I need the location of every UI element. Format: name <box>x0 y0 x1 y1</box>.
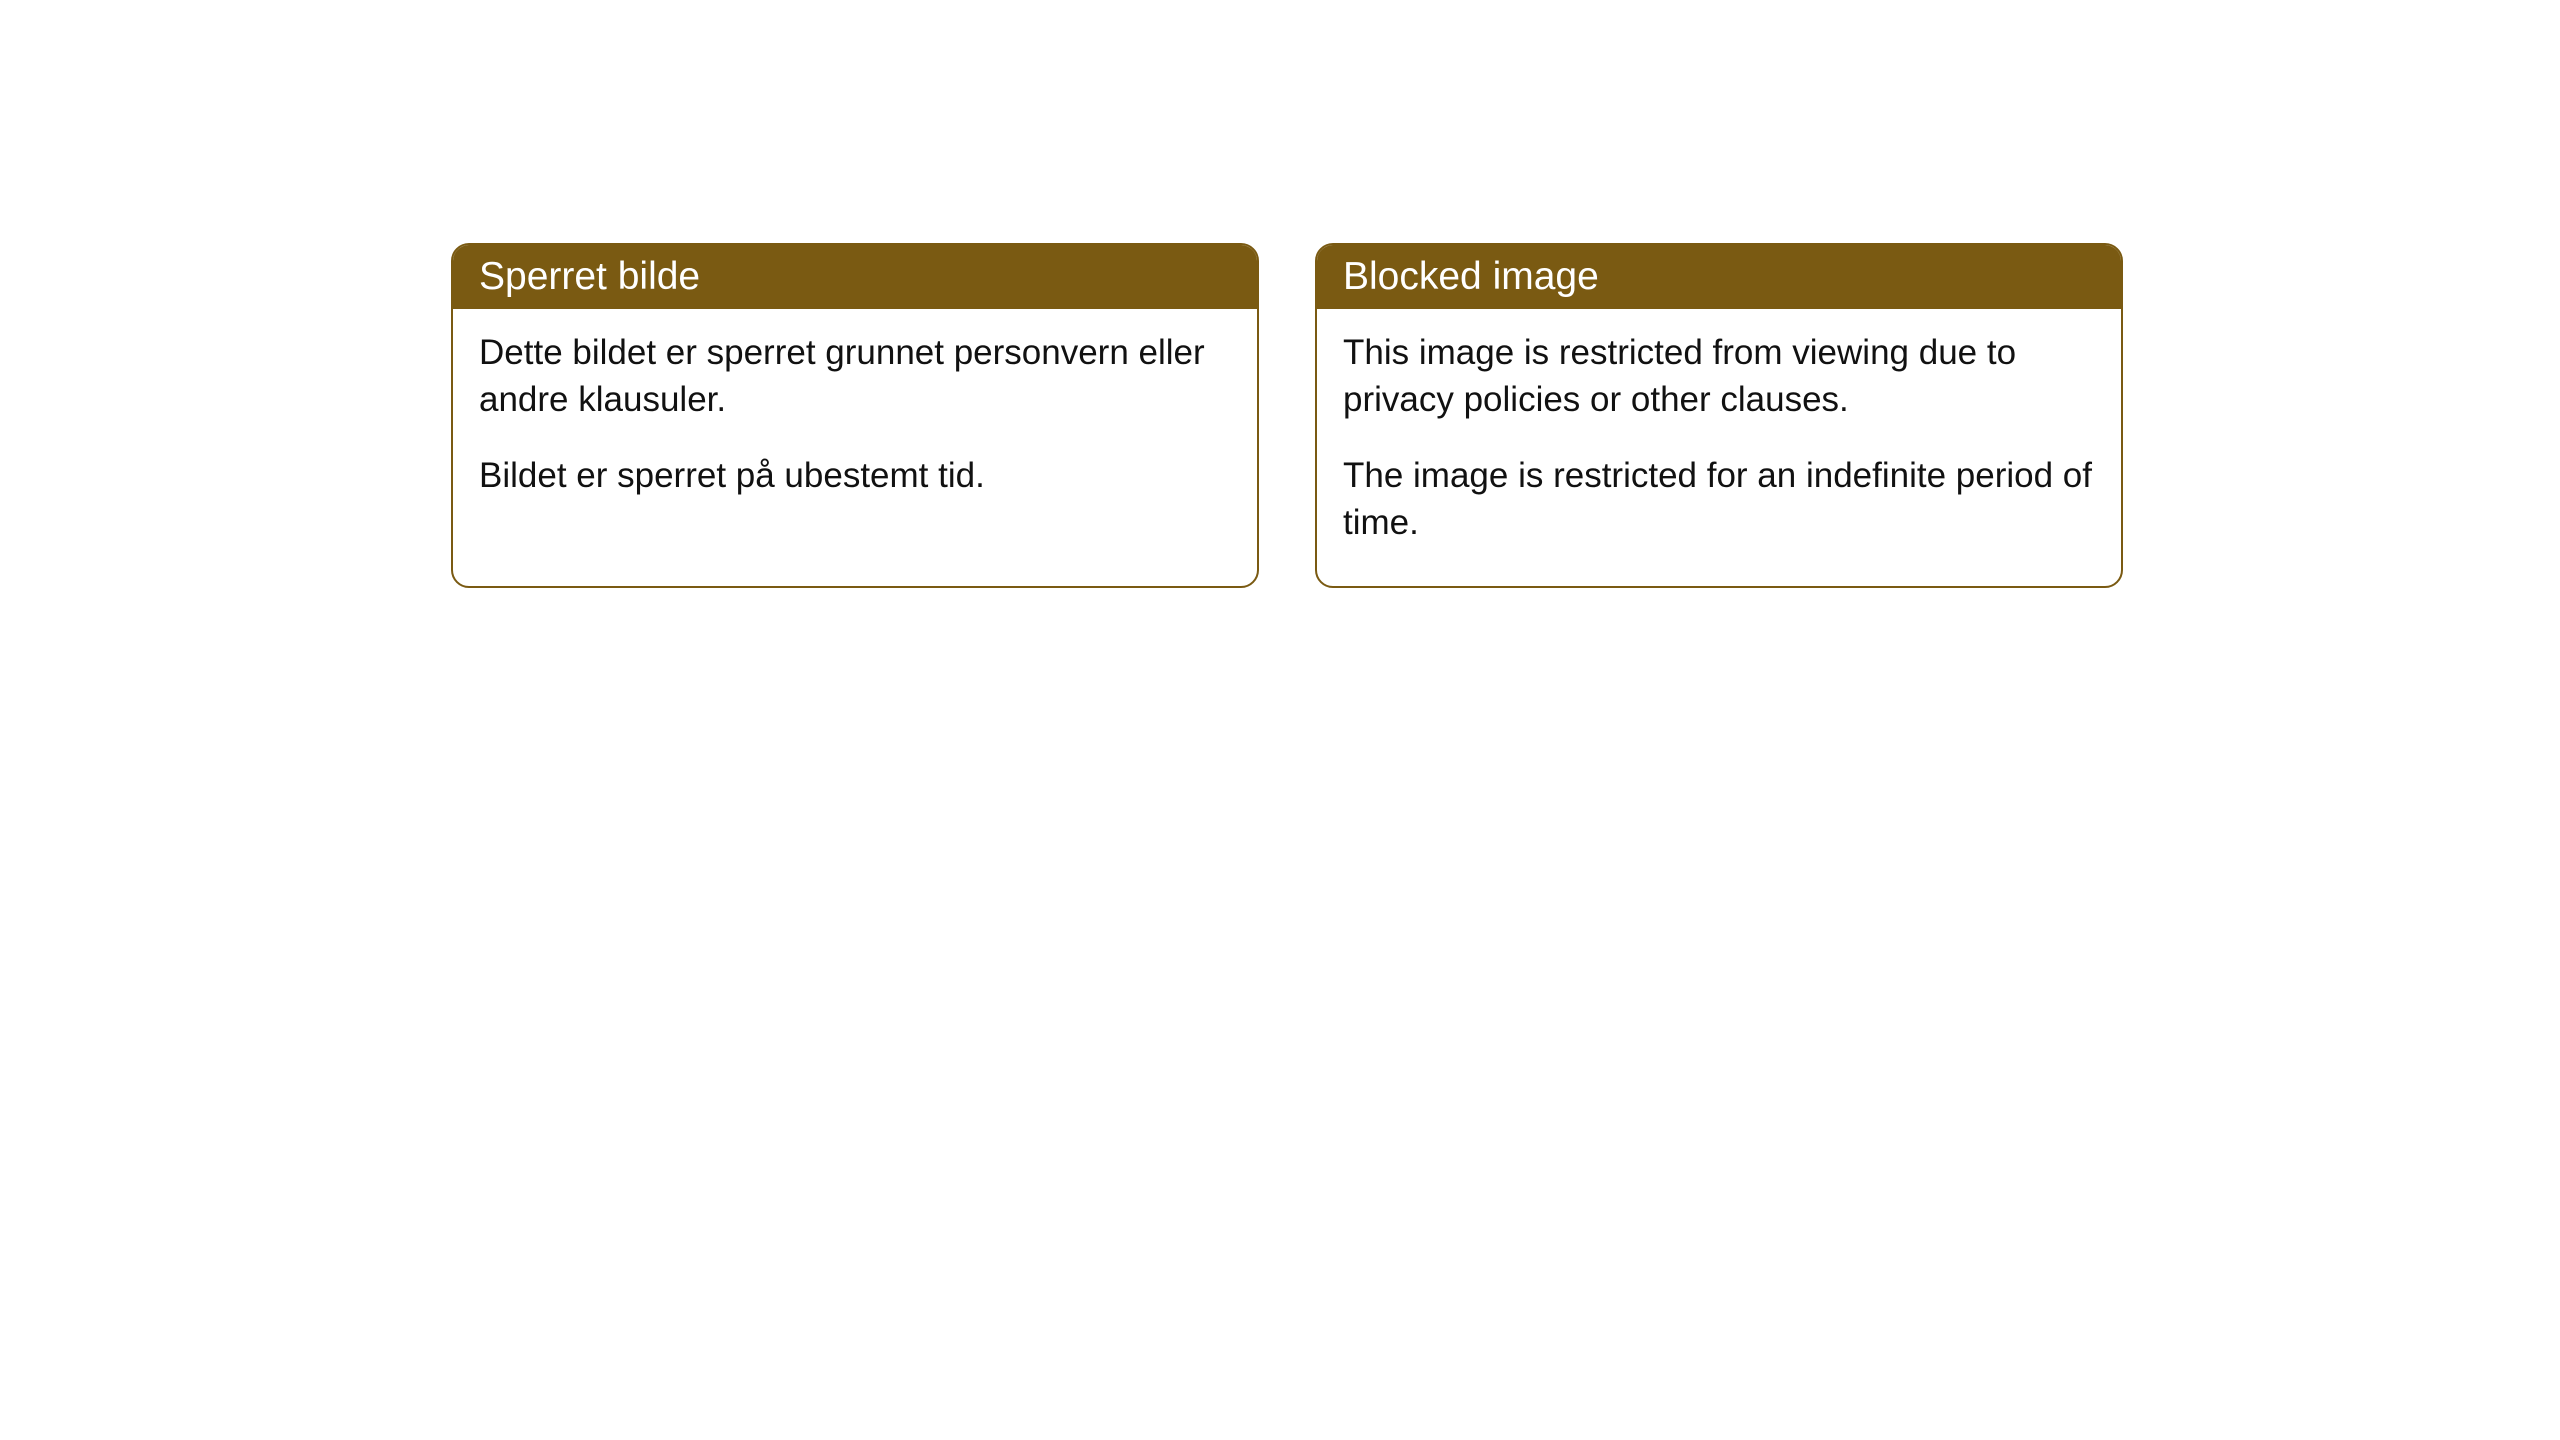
card-body: This image is restricted from viewing du… <box>1317 309 2121 586</box>
card-title: Blocked image <box>1343 255 1599 298</box>
card-paragraph: The image is restricted for an indefinit… <box>1343 452 2095 547</box>
card-body: Dette bildet er sperret grunnet personve… <box>453 309 1257 539</box>
card-title: Sperret bilde <box>479 255 700 298</box>
card-paragraph: Dette bildet er sperret grunnet personve… <box>479 329 1231 424</box>
card-header: Sperret bilde <box>453 245 1257 309</box>
notice-cards-container: Sperret bilde Dette bildet er sperret gr… <box>0 0 2560 588</box>
card-paragraph: Bildet er sperret på ubestemt tid. <box>479 452 1231 499</box>
blocked-image-card-no: Sperret bilde Dette bildet er sperret gr… <box>451 243 1259 588</box>
card-header: Blocked image <box>1317 245 2121 309</box>
blocked-image-card-en: Blocked image This image is restricted f… <box>1315 243 2123 588</box>
card-paragraph: This image is restricted from viewing du… <box>1343 329 2095 424</box>
